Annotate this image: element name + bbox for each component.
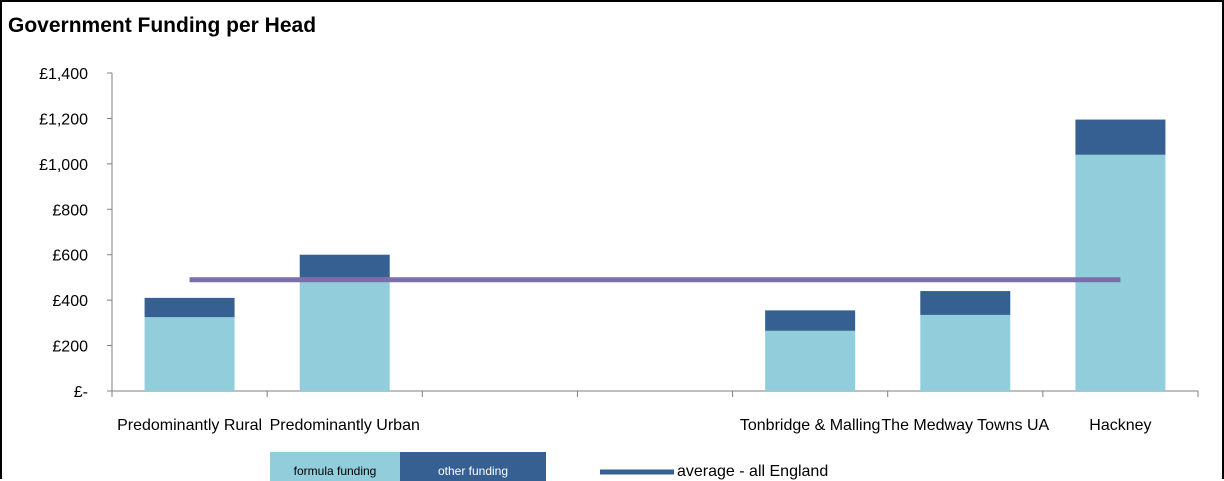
legend-swatch-other-funding xyxy=(400,452,546,481)
bar-other-funding xyxy=(1075,119,1166,155)
bar-formula-funding xyxy=(1075,154,1166,391)
legend-label-formula-funding: formula funding xyxy=(294,464,377,478)
x-category-label: Hackney xyxy=(1089,417,1151,434)
bar-other-funding xyxy=(144,297,235,318)
x-category-label: Predominantly Urban xyxy=(270,417,420,434)
y-tick-label: £1,000 xyxy=(39,157,88,174)
chart-title: Government Funding per Head xyxy=(8,14,317,37)
bar-other-funding xyxy=(920,291,1011,315)
x-category-label: Predominantly Rural xyxy=(117,417,262,434)
bars xyxy=(144,119,1166,391)
y-tick-label: £- xyxy=(74,384,88,401)
legend-label-average: average - all England xyxy=(677,463,828,480)
bar-formula-funding xyxy=(144,317,235,391)
bar-formula-funding xyxy=(765,330,856,391)
y-tick-label: £600 xyxy=(52,248,88,265)
y-tick-label: £800 xyxy=(52,202,88,219)
bar-formula-funding xyxy=(920,314,1011,391)
y-tick-label: £1,400 xyxy=(39,66,88,83)
bar-formula-funding xyxy=(299,277,390,391)
bar-other-funding xyxy=(299,254,390,278)
x-category-label: Tonbridge & Malling xyxy=(740,417,881,434)
x-category-label: The Medway Towns UA xyxy=(881,417,1049,434)
legend: formula funding other funding average - al… xyxy=(270,452,828,481)
y-tick-label: £400 xyxy=(52,293,88,310)
axes: £- £200 £400 £600 £800 £1,000 £1,200 £1,400 Pred… xyxy=(39,66,1199,434)
y-tick-label: £200 xyxy=(52,339,88,356)
bar-other-funding xyxy=(765,310,856,331)
legend-swatch-formula-funding xyxy=(270,452,400,481)
y-tick-label: £1,200 xyxy=(39,111,88,128)
legend-label-other-funding: other funding xyxy=(438,464,508,478)
